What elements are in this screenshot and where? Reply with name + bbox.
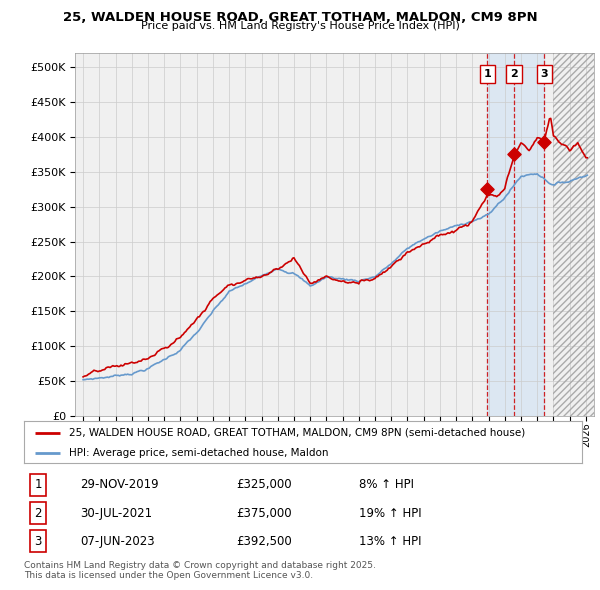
Point bbox=[482, 185, 492, 194]
Text: 2: 2 bbox=[511, 69, 518, 79]
Text: 3: 3 bbox=[34, 535, 41, 548]
Text: 13% ↑ HPI: 13% ↑ HPI bbox=[359, 535, 421, 548]
Text: Contains HM Land Registry data © Crown copyright and database right 2025.
This d: Contains HM Land Registry data © Crown c… bbox=[24, 560, 376, 580]
Text: 29-NOV-2019: 29-NOV-2019 bbox=[80, 478, 158, 491]
Text: 1: 1 bbox=[484, 69, 491, 79]
Text: £325,000: £325,000 bbox=[236, 478, 292, 491]
Text: 25, WALDEN HOUSE ROAD, GREAT TOTHAM, MALDON, CM9 8PN (semi-detached house): 25, WALDEN HOUSE ROAD, GREAT TOTHAM, MAL… bbox=[68, 428, 525, 438]
Point bbox=[539, 137, 549, 147]
Text: HPI: Average price, semi-detached house, Maldon: HPI: Average price, semi-detached house,… bbox=[68, 448, 328, 457]
Text: £392,500: £392,500 bbox=[236, 535, 292, 548]
Text: Price paid vs. HM Land Registry's House Price Index (HPI): Price paid vs. HM Land Registry's House … bbox=[140, 21, 460, 31]
Text: 30-JUL-2021: 30-JUL-2021 bbox=[80, 507, 152, 520]
Text: 3: 3 bbox=[541, 69, 548, 79]
Bar bbox=[553, 53, 594, 416]
Text: 25, WALDEN HOUSE ROAD, GREAT TOTHAM, MALDON, CM9 8PN: 25, WALDEN HOUSE ROAD, GREAT TOTHAM, MAL… bbox=[62, 11, 538, 24]
Text: 07-JUN-2023: 07-JUN-2023 bbox=[80, 535, 154, 548]
Point bbox=[509, 149, 519, 159]
Text: 1: 1 bbox=[34, 478, 42, 491]
Text: 2: 2 bbox=[34, 507, 42, 520]
Bar bbox=[487, 53, 544, 416]
Bar bbox=[553, 53, 594, 416]
Text: 8% ↑ HPI: 8% ↑ HPI bbox=[359, 478, 414, 491]
Text: £375,000: £375,000 bbox=[236, 507, 292, 520]
Text: 19% ↑ HPI: 19% ↑ HPI bbox=[359, 507, 421, 520]
